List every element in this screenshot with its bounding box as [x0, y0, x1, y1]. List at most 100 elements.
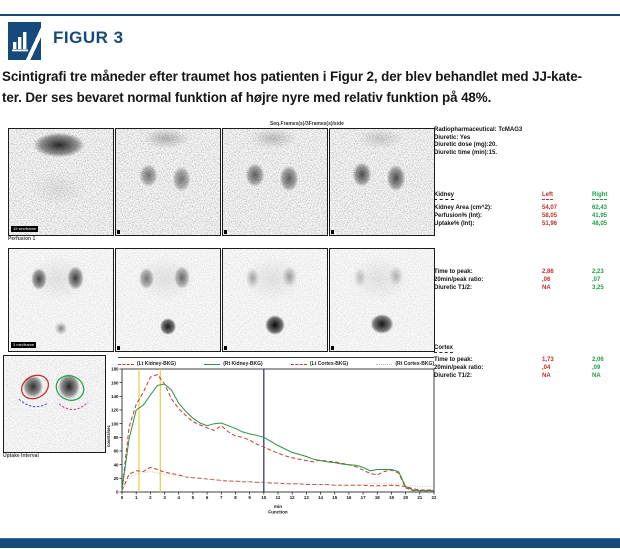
scan-perfusion-frame-4 [329, 128, 435, 236]
row-label: Time to peak: [434, 357, 473, 363]
left-background-roi-arc [18, 398, 49, 408]
table-row: Time to peak: 1,73 2,06 [434, 357, 620, 365]
frame-number-mark [224, 346, 227, 350]
table-row: Diuretic T1/2: NA NA [434, 373, 620, 381]
x-tick-label: 17 [361, 495, 366, 500]
table-row: Uptake% (Int): 51,96 48,05 [434, 221, 620, 229]
y-tick-label: 60 [114, 449, 119, 454]
cortex-title: Cortex [434, 345, 454, 353]
blood-pool-blob [25, 129, 93, 161]
y-tick-label: 20 [114, 476, 119, 481]
legend-line-sample [204, 363, 221, 365]
right-column-header: Right [592, 192, 608, 200]
figure-caption-line1: Scintigrafi tre måneder efter traumet ho… [2, 69, 582, 84]
perfusion-row-caption: Perfusion 1 [8, 236, 36, 242]
y-axis-label: counts/sec [106, 424, 111, 447]
left-kidney-blob [243, 265, 262, 291]
x-tick-label: 3 [163, 495, 166, 500]
row-label: Diuretic T1/2: [434, 373, 473, 379]
y-tick-label: 0 [116, 490, 119, 495]
figure-badge [8, 22, 41, 60]
y-tick-label: 40 [114, 462, 119, 467]
left-value: NA [542, 285, 551, 291]
y-tick-label: 140 [111, 394, 119, 399]
x-tick-label: 11 [276, 495, 281, 500]
right-value: ,09 [592, 365, 601, 371]
noise-texture [330, 129, 434, 235]
right-value: 62,43 [592, 205, 608, 211]
legend-item: (Rt Kidney-BKG) [204, 361, 263, 367]
x-tick-label: 21 [417, 495, 422, 500]
frame-number-mark [331, 346, 334, 350]
right-value: 3,25 [592, 285, 604, 291]
left-column-header: Left [542, 192, 553, 200]
left-kidney-blob [242, 159, 267, 191]
kidney-table-title: Kidney [434, 192, 455, 200]
left-value: 54,07 [542, 205, 558, 211]
legend-item: (Rt Cortex-BKG) [376, 361, 434, 367]
kidney-table-header: Kidney Left Right [434, 192, 620, 200]
y-tick-label: 180 [111, 367, 119, 372]
roi-contours [18, 374, 89, 410]
x-tick-label: 4 [178, 495, 181, 500]
bladder-blob [262, 313, 288, 337]
x-tick-label: 18 [375, 495, 380, 500]
scan-perfusion-frame-2 [115, 128, 221, 236]
right-kidney-blob [387, 263, 405, 289]
noise-texture [9, 249, 113, 351]
y-tick-label: 160 [111, 380, 119, 385]
right-value: 2,23 [592, 269, 604, 275]
blood-pool-blob [241, 129, 305, 153]
row-label: Time to peak: [434, 269, 473, 275]
uptake-interval-caption: Uptake Interval [3, 453, 39, 459]
x-tick-label: 9 [248, 495, 251, 500]
left-kidney-blob [351, 265, 369, 290]
legend-label: (Rt Kidney-BKG) [223, 361, 263, 367]
right-value: 48,05 [592, 221, 608, 227]
left-value: NA [542, 373, 551, 379]
x-tick-label: 13 [304, 495, 309, 500]
series-(Rt Cortex-BKG) [121, 470, 434, 491]
table-row: Time to peak: 2,86 2,23 [434, 269, 620, 277]
noise-texture [4, 356, 105, 452]
blood-pool-blob [348, 129, 412, 153]
x-axis-label-line2: Function [268, 510, 288, 515]
row-label: 20min/peak ratio: [434, 277, 484, 283]
frame-time-label: 15 sec/frame [11, 226, 39, 232]
table-row: Kidney Area (cm^2): 54,07 62,43 [434, 205, 620, 213]
right-kidney-blob [65, 263, 86, 293]
figure-caption-line2: ter. Der ses bevaret normal funktion af … [2, 90, 492, 105]
body-outline-blob [19, 165, 98, 213]
bladder-blob [157, 316, 179, 337]
legend-line-sample [291, 363, 307, 365]
row-label: 20min/peak ratio: [434, 365, 484, 371]
x-tick-label: 2 [149, 495, 152, 500]
x-tick-label: 16 [346, 495, 351, 500]
info-line: Diuretic: Yes [434, 134, 471, 141]
right-kidney-roi-outline [55, 375, 85, 401]
x-tick-label: 12 [290, 495, 295, 500]
cortex-section-header: Cortex [434, 345, 620, 353]
y-tick-label: 100 [111, 421, 119, 426]
legend-label: (Rt Cortex-BKG) [395, 361, 434, 367]
chart-legend: (Lt Kidney-BKG) (Rt Kidney-BKG) (Lt Cortex… [118, 357, 434, 369]
legend-label: (Lt Cortex-BKG) [310, 361, 349, 367]
row-label: Uptake% (Int): [434, 221, 475, 227]
legend-item: (Lt Cortex-BKG) [291, 361, 348, 367]
acquisition-info: Radiopharmaceutical: TcMAG3 Diuretic: Ye… [434, 127, 522, 157]
scan-uptake-frame-1: 3 min/frame [8, 248, 114, 352]
right-background-roi-arc [58, 401, 89, 410]
noise-texture [223, 129, 327, 235]
frame-number-mark [331, 230, 334, 234]
top-rule [0, 14, 620, 16]
scan-uptake-frame-3 [222, 248, 328, 352]
x-tick-label: 19 [389, 495, 394, 500]
left-value: ,04 [542, 365, 551, 371]
x-tick-label: 5 [192, 495, 195, 500]
x-tick-label: 8 [234, 495, 237, 500]
bar-chart-icon [12, 32, 28, 52]
table-row: Diuretic T1/2: NA 3,25 [434, 285, 620, 293]
frame-number-mark [117, 230, 120, 234]
